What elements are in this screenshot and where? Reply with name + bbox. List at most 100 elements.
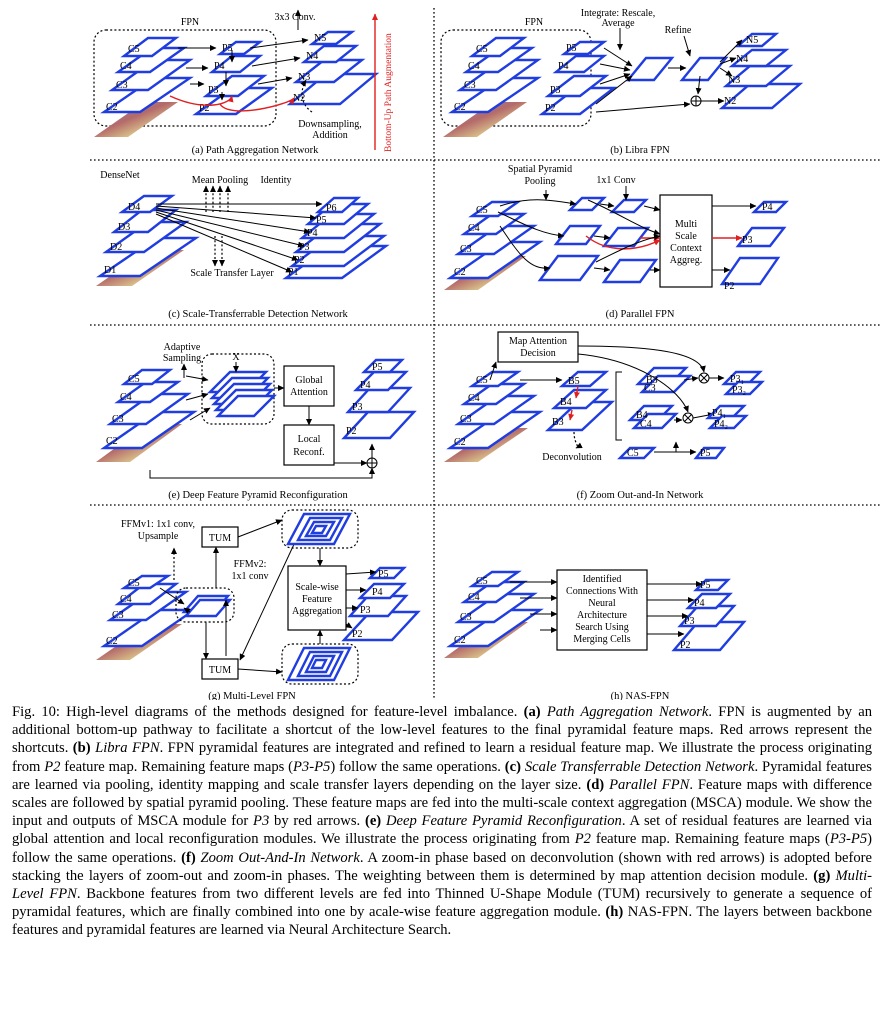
backbone-label: C4 [468, 393, 480, 404]
n-label: N3 [728, 75, 740, 86]
panel-f: Map Attention Decision C2 C3 C4 C5 B3 B4… [444, 331, 765, 501]
backbone-label: D2 [110, 242, 122, 253]
ffm2-label: FFMv2: [234, 559, 267, 570]
figure-diagrams: FPN 3x3 Conv. C2 C3 C4 C5 P2 P3 P4 P5 N2… [90, 8, 880, 700]
tum-label: TUM [209, 665, 231, 676]
pyramid-dashed-box [281, 643, 359, 685]
p-label: P6 [326, 203, 337, 214]
caption-a: (a) Path Aggregation Network [192, 145, 320, 156]
n-label: N5 [314, 33, 326, 44]
p-label: P2 [680, 640, 691, 651]
p-label: P3 [352, 402, 363, 413]
nas-box [556, 569, 648, 651]
p-label: P2 [346, 426, 357, 437]
average-label: Average [601, 18, 635, 29]
backbone-label: C4 [468, 223, 480, 234]
fpn-label: P4 [558, 61, 569, 72]
zoom-label: B4 [560, 397, 572, 408]
p-label: P4 [360, 380, 371, 391]
backbone-label: C4 [120, 61, 132, 72]
ffm2-label: 1x1 conv [232, 571, 269, 582]
fig-label: Fig. 10: [12, 704, 60, 720]
fpn-label: P4 [214, 61, 225, 72]
x-label: X [232, 352, 240, 363]
backbone-label: C5 [476, 576, 488, 587]
p-label: P2 [294, 255, 305, 266]
global-label: Global [295, 375, 322, 386]
densenet-label: DenseNet [100, 170, 140, 181]
backbone-label: C2 [106, 102, 118, 113]
panel-d: Spatial Pyramid Pooling 1x1 Conv C2 C3 C… [444, 164, 789, 320]
zoom-label: B3 [552, 417, 564, 428]
local-label: Reconf. [293, 447, 324, 458]
caption-tag: (b) [72, 740, 91, 757]
backbone-label: C2 [106, 436, 118, 447]
sfam-label: Feature [302, 594, 333, 605]
caption-math: P3-P5 [829, 831, 868, 848]
backbone-label: D1 [104, 265, 116, 276]
caption-math: P2 [44, 758, 61, 775]
p-label: P3 [360, 605, 371, 616]
conv-label: 3x3 Conv. [274, 12, 315, 23]
ffm1-label: Upsample [138, 531, 179, 542]
sfam-label: Scale-wise [295, 582, 339, 593]
caption-tag: (e) [364, 813, 382, 830]
nas-label: Identified [583, 574, 622, 585]
integrate-label: Integrate: Rescale, [581, 8, 655, 19]
caption-tag: (f) [181, 849, 196, 866]
p-label: P4 [762, 202, 773, 213]
backbone-label: C4 [468, 61, 480, 72]
backbone-label: C3 [460, 244, 472, 255]
fpn-label: P3 [550, 85, 561, 96]
msca-label: Context [670, 243, 702, 254]
p-label: P5 [372, 362, 383, 373]
backbone-label: C2 [454, 102, 466, 113]
map-attention-box [497, 331, 579, 363]
caption-text: . A zoom-in phase based on deconvolution… [12, 849, 872, 884]
backbone-label: C3 [112, 610, 124, 621]
fpn-label: P5 [222, 43, 233, 54]
p-label: P2 [724, 281, 735, 292]
p-label: P4 [694, 598, 705, 609]
backbone-label: C3 [460, 612, 472, 623]
caption-text: by red arrows. [269, 813, 365, 830]
p-label: P5 [700, 448, 711, 459]
backbone-label: C5 [128, 374, 140, 385]
caption-method: Zoom Out-And-In Network [200, 849, 360, 866]
local-reconf-box [283, 424, 335, 466]
fpn-label: FPN [181, 17, 199, 28]
caption-math: P3 [253, 813, 270, 830]
p-label: P1 [288, 267, 299, 278]
p-label: P3 [742, 235, 753, 246]
msca-box [659, 194, 713, 288]
c5-map [617, 446, 657, 460]
backbone-label: C5 [128, 578, 140, 589]
caption-d: (d) Parallel FPN [606, 309, 675, 320]
mad-label: Map Attention [509, 336, 567, 347]
mid-label: C5 [627, 448, 639, 459]
caption-text: . Feature maps with difference scales ar… [12, 776, 872, 830]
caption-method: Deep Feature Pyramid Reconfiguration [385, 813, 622, 830]
spp-label: Spatial Pyramid [508, 164, 572, 175]
stl-label: Scale Transfer Layer [190, 268, 274, 279]
caption-c: (c) Scale-Transferrable Detection Networ… [168, 309, 348, 320]
fpn-label: P5 [566, 43, 577, 54]
caption-text: ) follow the same operations. [330, 758, 505, 775]
global-attention-box [283, 365, 335, 407]
ffm-dashed-box [175, 587, 235, 623]
caption-method: Scale Transferrable Detection Network [524, 758, 755, 775]
nas-label: Connections With [566, 586, 638, 597]
panel-a: FPN 3x3 Conv. C2 C3 C4 C5 P2 P3 P4 P5 N2… [93, 9, 394, 156]
identity-label: Identity [260, 175, 291, 186]
p-label: P4₂ [714, 419, 728, 430]
p-label: P5 [700, 580, 711, 591]
backbone-label: C5 [128, 44, 140, 55]
p-label: P4 [307, 228, 318, 239]
meanpool-label: Mean Pooling [192, 175, 248, 186]
panel-c: DenseNet Mean Pooling Identity D1 D2 D3 … [96, 170, 390, 320]
caption-text: feature map. Remaining feature maps ( [590, 831, 830, 848]
refine-label: Refine [665, 25, 692, 36]
caption-tag: (g) [813, 867, 831, 884]
caption-e: (e) Deep Feature Pyramid Reconfiguration [168, 490, 348, 501]
zoom-label: B5 [568, 376, 580, 387]
